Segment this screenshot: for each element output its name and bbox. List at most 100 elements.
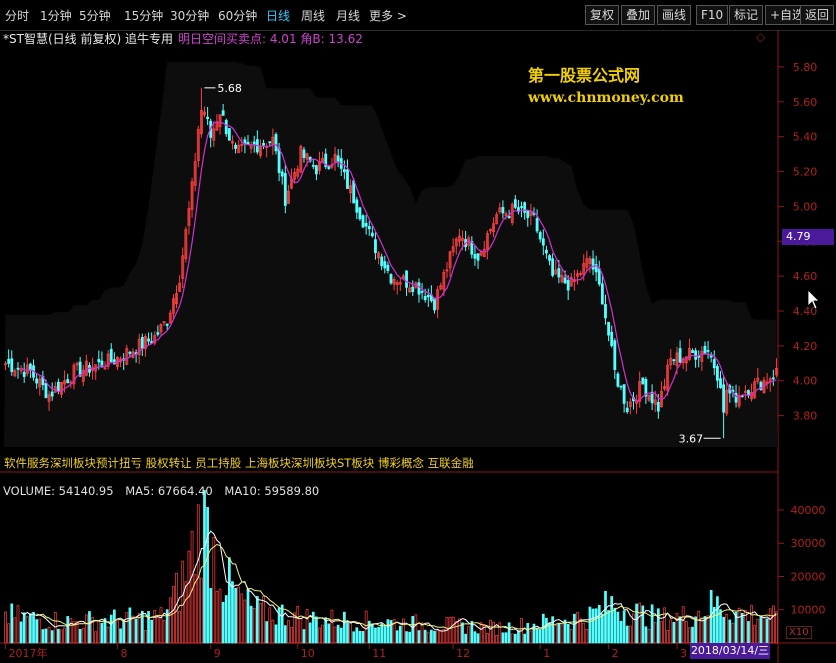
candle-body-22 xyxy=(72,364,76,385)
toolbar-button-3[interactable]: F10 xyxy=(696,5,729,25)
volume-bar-182 xyxy=(569,629,573,644)
period-tab-3[interactable]: 15分钟 xyxy=(124,9,164,23)
period-tab-0[interactable]: 分时 xyxy=(5,9,30,23)
toolbar-button-0[interactable]: 复权 xyxy=(585,5,620,25)
zoom-x10-tag[interactable]: X10 xyxy=(786,626,812,639)
volume-bar-163 xyxy=(510,633,514,644)
candle-body-83 xyxy=(262,142,265,146)
candle-body-145 xyxy=(454,238,458,247)
diamond-icon[interactable]: ◇ xyxy=(756,30,766,44)
volume-bar-95 xyxy=(299,618,303,644)
volume-bar-51 xyxy=(162,620,166,644)
candle-body-221 xyxy=(691,350,694,354)
candle-body-135 xyxy=(423,295,427,301)
candle-body-167 xyxy=(523,202,527,213)
volume-bar-132 xyxy=(414,614,418,644)
volume-bar-86 xyxy=(271,619,275,644)
volume-bar-145 xyxy=(454,621,458,644)
volume-bar-76 xyxy=(240,593,244,644)
candle-body-184 xyxy=(576,273,579,277)
period-tab-4[interactable]: 30分钟 xyxy=(170,9,210,23)
volume-bar-224 xyxy=(700,617,704,644)
candle-body-164 xyxy=(513,199,517,208)
volume-bar-73 xyxy=(231,581,234,644)
candle-body-40 xyxy=(128,351,132,354)
candle-body-125 xyxy=(392,279,396,285)
volume-bar-70 xyxy=(221,601,225,644)
candle-body-243 xyxy=(759,381,763,390)
time-tick-label-0: 2017年 xyxy=(9,646,48,660)
volume-bar-74 xyxy=(234,587,237,644)
volume-bar-118 xyxy=(370,624,374,644)
volume-bar-217 xyxy=(678,616,682,644)
volume-bar-209 xyxy=(653,621,657,644)
candle-body-179 xyxy=(560,274,564,283)
candle-body-111 xyxy=(349,185,353,194)
candle-body-62 xyxy=(196,129,200,161)
period-tab-2[interactable]: 5分钟 xyxy=(79,9,111,23)
candle-body-67 xyxy=(212,128,216,141)
candle-body-122 xyxy=(383,261,387,269)
period-tab-9[interactable]: 更多 > xyxy=(369,9,407,23)
volume-bar-198 xyxy=(619,620,623,644)
volume-value: VOLUME: 54140.95 xyxy=(3,484,114,498)
toolbar-button-6[interactable]: 返回 xyxy=(800,5,835,25)
toolbar-button-5[interactable]: +自选 xyxy=(765,5,810,25)
toolbar-button-1[interactable]: 叠加 xyxy=(621,5,656,25)
candle-body-197 xyxy=(616,373,620,387)
period-tab-8[interactable]: 月线 xyxy=(336,9,361,23)
volume-bar-15 xyxy=(50,630,54,644)
candle-body-48 xyxy=(153,335,157,344)
volume-bar-66 xyxy=(209,588,213,644)
volume-bar-138 xyxy=(433,630,436,644)
candle-body-100 xyxy=(314,165,318,175)
volume-bar-236 xyxy=(737,607,741,644)
toolbar-button-4[interactable]: 标记 xyxy=(729,5,764,25)
volume-bar-126 xyxy=(395,630,399,644)
candle-body-64 xyxy=(203,111,206,116)
candle-body-231 xyxy=(722,384,726,413)
volume-bar-140 xyxy=(439,630,443,644)
volume-ma10-value: MA10: 59589.80 xyxy=(224,484,320,498)
volume-bar-53 xyxy=(168,597,172,644)
price-tick-label-9: 5.60 xyxy=(793,96,818,109)
volume-bar-16 xyxy=(53,612,57,644)
time-tick-label-4: 11 xyxy=(372,647,386,660)
volume-bar-52 xyxy=(165,609,169,644)
volume-bar-2 xyxy=(10,603,14,644)
volume-bar-130 xyxy=(408,631,412,644)
volume-bar-176 xyxy=(551,616,554,644)
period-tab-7[interactable]: 周线 xyxy=(301,9,326,23)
period-tab-6[interactable]: 日线 xyxy=(266,9,291,23)
volume-bar-148 xyxy=(464,633,467,644)
candle-body-171 xyxy=(535,218,539,232)
candle-body-161 xyxy=(504,213,508,217)
price-tick-label-1: 4.00 xyxy=(793,375,818,388)
volume-bar-55 xyxy=(175,572,178,644)
volume-bar-38 xyxy=(122,619,126,644)
candle-body-7 xyxy=(25,364,29,374)
volume-bar-228 xyxy=(712,607,716,644)
volume-tick-label-3: 40000 xyxy=(791,504,826,517)
volume-bar-101 xyxy=(318,627,321,644)
period-tab-5[interactable]: 60分钟 xyxy=(218,9,258,23)
candle-body-123 xyxy=(386,264,390,271)
candle-body-187 xyxy=(585,258,589,268)
candle-body-151 xyxy=(473,254,477,259)
candle-body-219 xyxy=(684,356,688,364)
volume-bar-134 xyxy=(420,622,424,644)
toolbar-button-2[interactable]: 画线 xyxy=(657,5,692,25)
volume-bar-40 xyxy=(128,607,132,644)
candle-body-17 xyxy=(56,381,60,392)
volume-bar-234 xyxy=(731,622,735,644)
toolbar: 分时 1分钟 5分钟 15分钟 30分钟 60分钟 日线 周线 月线 更多 > 复权 叠加 画线 F10 标… xyxy=(0,0,836,31)
candle-body-127 xyxy=(398,282,402,285)
concept-tags-text: 软件服务深圳板块预计扭亏 股权转让 员工持股 上海板块深圳板块ST板块 博彩概念… xyxy=(4,456,474,470)
period-tab-1[interactable]: 1分钟 xyxy=(40,9,72,23)
candle-body-57 xyxy=(181,255,185,279)
volume-bar-87 xyxy=(274,624,278,644)
candle-body-14 xyxy=(47,394,51,402)
volume-bar-89 xyxy=(280,604,284,644)
candle-body-121 xyxy=(380,256,384,267)
